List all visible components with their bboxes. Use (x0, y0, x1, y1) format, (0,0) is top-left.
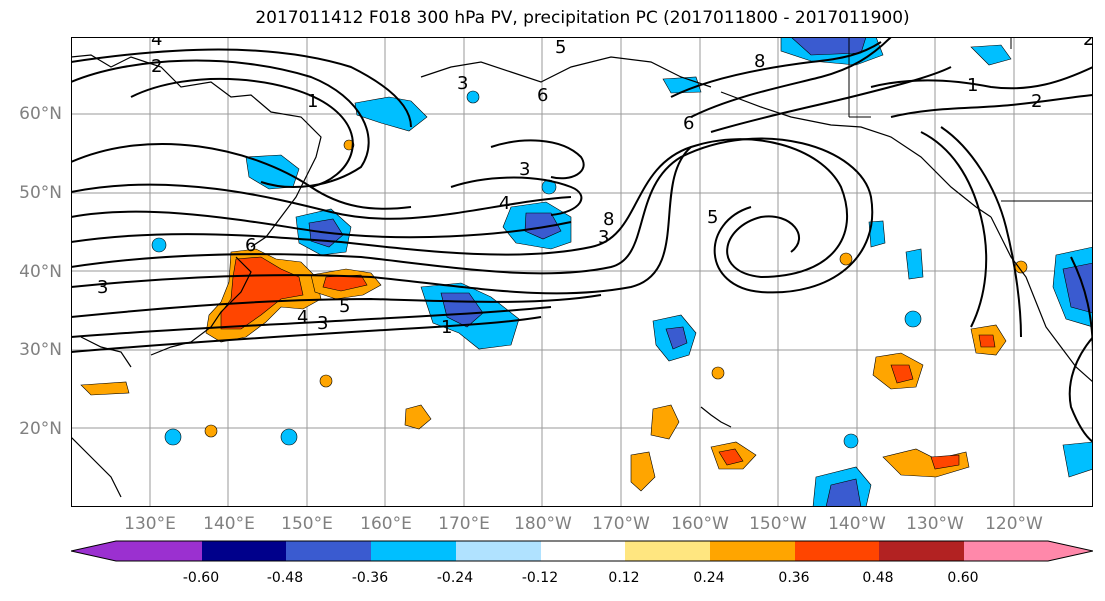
lat-label-40n: 40°N (19, 262, 62, 282)
contour-label: 1 (307, 91, 318, 112)
precip-spot-6 (343, 139, 355, 151)
contour-label: 8 (603, 209, 614, 230)
lon-label: 140°E (203, 514, 255, 534)
lat-label-30n: 30°N (19, 340, 62, 360)
lon-label: 130°W (906, 514, 964, 534)
precip-region-east-small-2 (868, 220, 886, 248)
precip-spot-neg-7 (466, 90, 480, 104)
colorbar-segment (710, 541, 795, 561)
precip-region-central-3-core (890, 364, 914, 384)
lon-label: 120°W (985, 514, 1043, 534)
colorbar-segment (286, 541, 371, 561)
precip-spot-neg-3 (280, 428, 298, 446)
colorbar-tick-label: 0.12 (608, 570, 640, 586)
political-boundaries (848, 37, 1093, 202)
colorbar-tick-label: 0.48 (862, 570, 894, 586)
lat-label-20n: 20°N (19, 419, 62, 439)
map-plot: 4 2 1 3 6 5 3 4 8 1 2 6 3 5 1 3 4 2 5 6 … (71, 37, 1093, 507)
precip-region-west-coast-core (1062, 262, 1093, 314)
contour-label: 1 (441, 317, 452, 338)
colorbar-segment (964, 541, 1093, 561)
contour-label: 3 (97, 277, 108, 298)
colorbar-tick-label: -0.12 (521, 570, 559, 586)
contour-label: 2 (1031, 91, 1042, 112)
colorbar-tick-label: -0.48 (266, 570, 304, 586)
contour-label: 4 (297, 307, 308, 328)
colorbar-segment (71, 541, 202, 561)
precip-region-misc-1 (404, 404, 432, 430)
contour-label: 5 (555, 37, 566, 58)
precip-region-coast (1062, 441, 1093, 478)
colorbar-tick-label: -0.24 (436, 570, 474, 586)
lon-label: 140°W (828, 514, 886, 534)
contour-label: 3 (519, 159, 530, 180)
precip-region-east-small (905, 248, 924, 280)
colorbar-tick-label: 0.24 (693, 570, 725, 586)
figure-title: 2017011412 F018 300 hPa PV, precipitatio… (255, 8, 910, 28)
lon-label: 170°W (592, 514, 650, 534)
colorbar-segment (202, 541, 286, 561)
contour-label: 5 (707, 207, 718, 228)
contour-label: 3 (598, 227, 609, 248)
precip-negative (151, 37, 1093, 507)
colorbar-tick-label: 0.60 (947, 570, 979, 586)
contour-label: 1 (967, 75, 978, 96)
colorbar-segment (625, 541, 710, 561)
precip-region-east-core (978, 334, 996, 348)
contour-label: 6 (537, 85, 548, 106)
contour-labels: 4 2 1 3 6 5 3 4 8 1 2 6 3 5 1 3 4 2 5 6 … (97, 37, 1093, 338)
precip-spot-neg-5 (904, 310, 922, 328)
contour-label: 6 (245, 235, 256, 256)
pv-contours (71, 37, 1093, 443)
lon-label: 160°E (360, 514, 412, 534)
lat-label-60n: 60°N (19, 104, 62, 124)
colorbar-tick-label: -0.60 (182, 570, 220, 586)
colorbar-tick-label: 0.36 (778, 570, 810, 586)
colorbar (71, 540, 1093, 562)
contour-label: 3 (457, 73, 468, 94)
contour-label: 8 (754, 51, 765, 72)
contour-label: 4 (499, 193, 510, 214)
precip-spot-neg-2 (164, 428, 182, 446)
precip-spot-5 (319, 374, 333, 388)
lon-label: 160°W (671, 514, 729, 534)
contour-label: 2 (151, 56, 162, 77)
precip-region-north-central-core (524, 212, 562, 240)
lat-label-50n: 50°N (19, 183, 62, 203)
precip-region-central-2-core (718, 448, 744, 466)
lon-label: 130°E (124, 514, 176, 534)
contour-label: 5 (339, 296, 350, 317)
colorbar-segment (456, 541, 541, 561)
colorbar-tick-label: -0.36 (351, 570, 389, 586)
lon-label: 150°W (749, 514, 807, 534)
colorbar-segment (795, 541, 879, 561)
precip-region-misc-3 (80, 381, 130, 396)
precip-region-southeast (882, 448, 970, 478)
precip-spot-2 (839, 252, 853, 266)
colorbar-segment (541, 541, 625, 561)
coastlines (71, 54, 1093, 498)
precip-region-nw-america (970, 44, 1012, 66)
precip-region-central-1 (650, 404, 680, 440)
precip-spot-4 (204, 424, 218, 438)
contour-label: 4 (151, 37, 162, 50)
contour-label: 6 (683, 113, 694, 134)
precip-region-south-east-core (825, 478, 862, 507)
colorbar-segment (879, 541, 964, 561)
precip-region-misc-2 (630, 451, 656, 492)
lon-label: 150°E (281, 514, 333, 534)
precip-spot-neg-1 (151, 237, 167, 253)
contour-label: 2 (1083, 37, 1093, 50)
contour-label: 3 (317, 313, 328, 334)
precip-region-hawaii-north-core (665, 326, 688, 350)
lon-label: 170°E (438, 514, 490, 534)
precip-spot-neg-4 (843, 433, 859, 449)
precip-region-southeast-core (930, 454, 960, 470)
precip-spot-1 (711, 366, 725, 380)
colorbar-segment (371, 541, 456, 561)
lon-label: 180°W (514, 514, 572, 534)
